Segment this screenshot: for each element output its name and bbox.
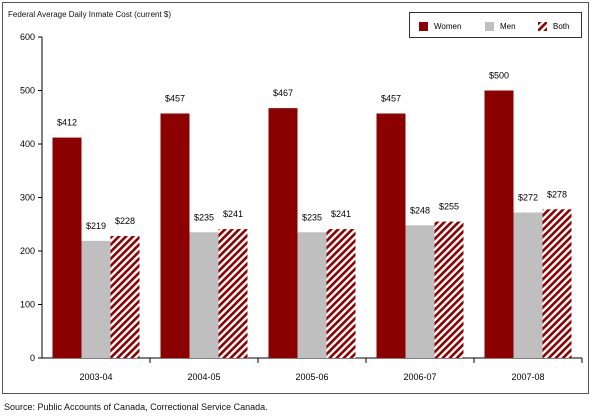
data-label-women: $467 (273, 88, 293, 98)
bar-both (434, 221, 464, 358)
legend-swatch-both (538, 21, 547, 31)
data-label-women: $457 (381, 94, 401, 104)
bar-both (326, 229, 356, 358)
legend-label-both: Both (553, 21, 570, 31)
y-tick-label: 200 (20, 246, 35, 256)
y-tick-label: 500 (20, 86, 35, 96)
legend: Women Men Both (409, 12, 582, 38)
legend-swatch-men (485, 21, 494, 31)
data-label-both: $241 (331, 209, 351, 219)
data-label-women: $500 (489, 71, 509, 81)
legend-label-men: Men (500, 21, 516, 31)
bar-women (484, 90, 514, 358)
bar-women (160, 113, 190, 358)
data-label-men: $235 (302, 212, 322, 222)
legend-swatch-women (419, 21, 428, 31)
bar-men (189, 232, 219, 358)
y-tick-label: 400 (20, 139, 35, 149)
bar-men (513, 212, 543, 358)
data-label-women: $457 (165, 94, 185, 104)
x-tick-label: 2007-08 (511, 372, 544, 382)
data-label-both: $241 (223, 209, 243, 219)
bar-women (376, 113, 406, 358)
bar-both (542, 209, 572, 358)
chart-title: Federal Average Daily Inmate Cost (curre… (8, 10, 172, 19)
x-tick-label: 2004-05 (187, 372, 220, 382)
bar-men (81, 240, 111, 358)
data-label-men: $235 (194, 212, 214, 222)
chart-plot: 0 100 200 300 400 500 600 2003-04 2004-05 2005-06… (20, 32, 583, 382)
bar-both (110, 236, 140, 358)
bar-women (52, 137, 82, 358)
legend-item-both: Both (538, 20, 569, 32)
bar-men (297, 232, 327, 358)
y-tick-label: 100 (20, 300, 35, 310)
legend-item-men: Men (485, 20, 516, 32)
x-tick-label: 2003-04 (79, 372, 112, 382)
y-tick-label: 600 (20, 32, 35, 42)
data-label-men: $272 (518, 192, 538, 202)
data-label-both: $278 (547, 189, 567, 199)
data-label-men: $219 (86, 221, 106, 231)
x-tick-label: 2005-06 (295, 372, 328, 382)
legend-label-women: Women (434, 21, 462, 31)
legend-item-women: Women (419, 20, 461, 32)
data-label-both: $255 (439, 202, 459, 212)
data-label-women: $412 (57, 118, 77, 128)
x-tick-label: 2006-07 (403, 372, 436, 382)
data-label-both: $228 (115, 216, 135, 226)
source-note: Source: Public Accounts of Canada, Corre… (4, 402, 268, 412)
y-tick-label: 0 (30, 353, 35, 363)
bar-women (268, 108, 298, 358)
bar-both (218, 229, 248, 358)
bar-men (405, 225, 435, 358)
data-label-men: $248 (410, 205, 430, 215)
y-tick-label: 300 (20, 193, 35, 203)
